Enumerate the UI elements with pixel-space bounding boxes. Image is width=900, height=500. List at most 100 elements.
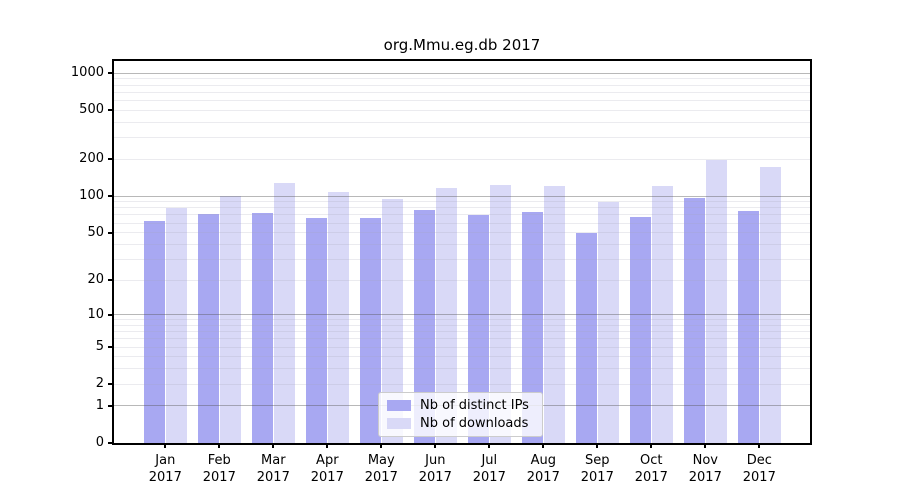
y-tick-label-1000: 1000 — [70, 65, 104, 81]
x-tick-mark-oct-2017 — [650, 443, 653, 448]
y-tick-mark-100 — [108, 195, 114, 198]
gridline-y-100 — [114, 195, 810, 197]
y-tick-label-100: 100 — [79, 188, 104, 204]
y-tick-mark-1000 — [108, 72, 114, 75]
y-tick-label-1: 1 — [95, 397, 104, 413]
x-tick-mark-mar-2017 — [272, 443, 275, 448]
x-tick-label-jul-2017: Jul 2017 — [472, 453, 506, 485]
legend-swatch-nb-of-distinct-ips — [387, 400, 411, 411]
bar-nb-of-downloads-dec-2017 — [759, 166, 781, 443]
gridline-y-3 — [114, 368, 810, 370]
x-tick-label-jun-2017: Jun 2017 — [418, 453, 452, 485]
y-tick-mark-10 — [108, 313, 114, 316]
y-tick-mark-5 — [108, 346, 114, 349]
bar-nb-of-distinct-ips-oct-2017 — [629, 217, 651, 443]
bar-nb-of-downloads-mar-2017 — [273, 182, 295, 443]
bar-nb-of-distinct-ips-may-2017 — [359, 218, 381, 443]
gridline-y-8 — [114, 324, 810, 326]
gridline-y-800 — [114, 84, 810, 86]
bar-nb-of-downloads-jan-2017 — [165, 207, 187, 443]
bar-nb-of-downloads-may-2017 — [381, 198, 403, 443]
gridline-y-90 — [114, 201, 810, 203]
legend: Nb of distinct IPs Nb of downloads — [378, 392, 543, 437]
gridline-y-500 — [114, 109, 810, 111]
bar-nb-of-distinct-ips-jul-2017 — [467, 214, 489, 443]
x-tick-label-mar-2017: Mar 2017 — [256, 453, 290, 485]
gridline-y-600 — [114, 100, 810, 102]
bar-nb-of-downloads-jul-2017 — [489, 184, 511, 443]
y-tick-label-5: 5 — [95, 339, 104, 355]
bar-nb-of-distinct-ips-aug-2017 — [521, 211, 543, 443]
x-tick-mark-nov-2017 — [704, 443, 707, 448]
bar-nb-of-distinct-ips-feb-2017 — [197, 214, 219, 443]
x-tick-mark-aug-2017 — [542, 443, 545, 448]
gridline-y-300 — [114, 137, 810, 139]
gridline-y-400 — [114, 121, 810, 123]
bar-nb-of-downloads-apr-2017 — [327, 191, 349, 443]
x-tick-mark-dec-2017 — [758, 443, 761, 448]
gridline-y-70 — [114, 214, 810, 216]
y-tick-mark-2 — [108, 383, 114, 386]
bar-nb-of-distinct-ips-jan-2017 — [143, 221, 165, 443]
y-tick-mark-1 — [108, 404, 114, 407]
x-tick-mark-jul-2017 — [488, 443, 491, 448]
gridline-y-40 — [114, 243, 810, 245]
chart-title: org.Mmu.eg.db 2017 — [383, 36, 541, 54]
y-tick-mark-50 — [108, 231, 114, 234]
bar-nb-of-downloads-jun-2017 — [435, 188, 457, 443]
y-tick-mark-500 — [108, 109, 114, 112]
gridline-y-200 — [114, 158, 810, 160]
bar-nb-of-distinct-ips-nov-2017 — [683, 198, 705, 443]
x-tick-label-sep-2017: Sep 2017 — [580, 453, 614, 485]
legend-label-nb-of-distinct-ips: Nb of distinct IPs — [420, 398, 529, 413]
y-tick-label-50: 50 — [87, 224, 104, 240]
gridline-y-20 — [114, 279, 810, 281]
gridline-y-4 — [114, 356, 810, 358]
gridline-y-30 — [114, 258, 810, 260]
gridline-y-10 — [114, 314, 810, 316]
gridline-y-50 — [114, 232, 810, 234]
y-tick-label-500: 500 — [79, 102, 104, 118]
y-tick-mark-20 — [108, 279, 114, 282]
gridline-y-900 — [114, 78, 810, 80]
x-tick-label-may-2017: May 2017 — [364, 453, 398, 485]
bar-nb-of-downloads-feb-2017 — [219, 196, 241, 443]
x-tick-label-aug-2017: Aug 2017 — [526, 453, 560, 485]
x-tick-mark-sep-2017 — [596, 443, 599, 448]
bar-nb-of-downloads-aug-2017 — [543, 186, 565, 443]
bar-nb-of-distinct-ips-jun-2017 — [413, 209, 435, 443]
gridline-y-5 — [114, 346, 810, 348]
x-tick-mark-jan-2017 — [164, 443, 167, 448]
gridline-y-6 — [114, 338, 810, 340]
legend-swatch-nb-of-downloads — [387, 418, 411, 429]
x-tick-label-apr-2017: Apr 2017 — [310, 453, 344, 485]
x-tick-label-oct-2017: Oct 2017 — [634, 453, 668, 485]
gridline-y-60 — [114, 222, 810, 224]
y-tick-label-0: 0 — [95, 435, 104, 450]
bar-nb-of-downloads-nov-2017 — [705, 159, 727, 443]
gridline-y-2 — [114, 383, 810, 385]
bar-nb-of-downloads-sep-2017 — [597, 202, 619, 443]
x-tick-label-feb-2017: Feb 2017 — [202, 453, 236, 485]
x-tick-mark-feb-2017 — [218, 443, 221, 448]
gridline-y-80 — [114, 207, 810, 209]
y-tick-mark-0 — [108, 442, 114, 444]
gridline-y-9 — [114, 319, 810, 321]
x-tick-mark-may-2017 — [380, 443, 383, 448]
gridline-y-7 — [114, 331, 810, 333]
y-tick-label-10: 10 — [87, 306, 104, 322]
legend-label-nb-of-downloads: Nb of downloads — [420, 416, 529, 431]
x-tick-label-jan-2017: Jan 2017 — [148, 453, 182, 485]
y-tick-mark-200 — [108, 158, 114, 161]
gridline-y-700 — [114, 91, 810, 93]
legend-item-nb-of-distinct-ips: Nb of distinct IPs — [387, 398, 534, 413]
y-tick-label-2: 2 — [95, 376, 104, 392]
x-tick-mark-apr-2017 — [326, 443, 329, 448]
gridline-y-1000 — [114, 72, 810, 74]
bar-nb-of-distinct-ips-mar-2017 — [251, 212, 273, 443]
bar-nb-of-downloads-oct-2017 — [651, 185, 673, 443]
bar-nb-of-distinct-ips-apr-2017 — [305, 218, 327, 443]
x-tick-mark-jun-2017 — [434, 443, 437, 448]
x-tick-label-nov-2017: Nov 2017 — [688, 453, 722, 485]
